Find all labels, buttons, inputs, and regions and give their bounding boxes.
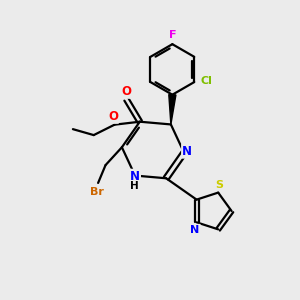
Text: Br: Br (90, 188, 104, 197)
Text: Cl: Cl (201, 76, 213, 85)
Text: N: N (190, 225, 200, 235)
Text: H: H (130, 181, 139, 191)
Text: N: N (182, 145, 192, 158)
Polygon shape (169, 94, 176, 124)
Text: F: F (169, 30, 176, 40)
Text: O: O (122, 85, 131, 98)
Text: N: N (130, 170, 140, 183)
Text: S: S (216, 180, 224, 190)
Text: O: O (108, 110, 118, 123)
